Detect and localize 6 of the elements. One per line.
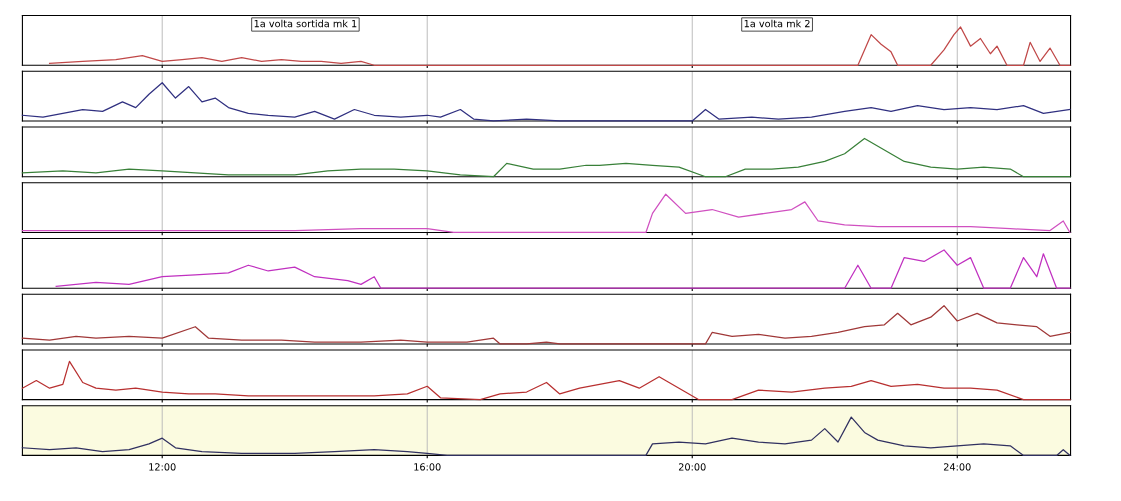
x-tick-label: 20:00 xyxy=(678,463,706,471)
x-tick-label: 16:00 xyxy=(414,463,441,471)
annotation: 1a volta mk 2 xyxy=(744,19,810,28)
annotation: 1a volta sortida mk 1 xyxy=(254,19,357,28)
x-tick-label: 12:00 xyxy=(149,463,176,471)
x-tick-label: 24:00 xyxy=(943,463,971,471)
